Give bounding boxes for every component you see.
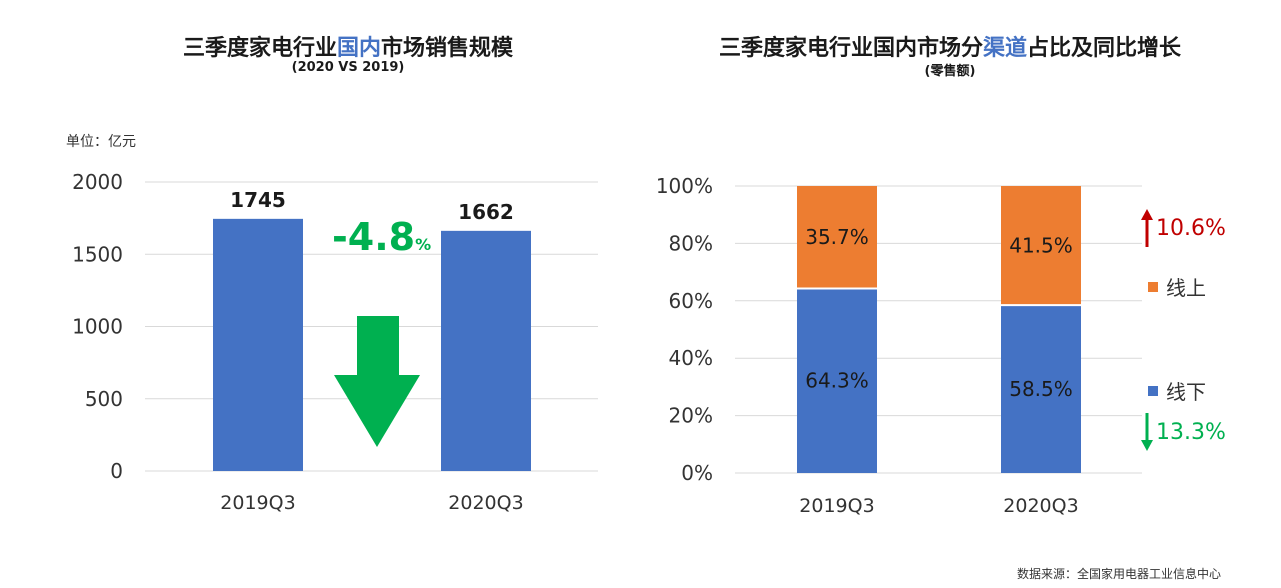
left-y-tick-label: 0 [110, 459, 123, 483]
offline-data-label: 64.3% [805, 369, 869, 393]
legend-swatch-offline [1148, 385, 1158, 396]
offline-bar [1001, 305, 1081, 473]
arrow-down-icon [1141, 413, 1153, 451]
left-chart-title: 三季度家电行业国内市场销售规模 [182, 36, 514, 61]
online-bar [1001, 186, 1081, 306]
offline-growth-value: 13.3% [1156, 419, 1226, 445]
left-unit-label: 单位：亿元 [66, 134, 136, 150]
right-y-tick-label: 60% [669, 289, 713, 313]
data-source: 数据来源：全国家用电器工业信息中心 [1016, 567, 1221, 581]
left-bar [441, 230, 531, 471]
left-y-tick-label: 1000 [72, 315, 123, 339]
legend-label-offline: 线下 [1166, 380, 1206, 404]
left-y-tick-label: 500 [85, 387, 123, 411]
legend-item-offline: 线下 [1148, 376, 1206, 405]
left-data-label: 1662 [458, 200, 514, 224]
change-unit: % [415, 235, 432, 254]
left-bar [213, 218, 303, 471]
legend-label-online: 线上 [1166, 276, 1206, 300]
legend-item-online: 线上 [1148, 272, 1206, 301]
right-y-tick-label: 20% [669, 404, 713, 428]
offline-bar [797, 288, 877, 473]
legend-swatch-online [1148, 281, 1158, 292]
arrow-up-icon [1141, 209, 1153, 247]
left-x-tick-label: 2020Q3 [448, 492, 523, 514]
online-data-label: 41.5% [1009, 234, 1073, 258]
change-value: -4.8 [332, 215, 416, 259]
left-data-label: 1745 [230, 188, 286, 212]
online-growth: 10.6% [1140, 208, 1226, 248]
left-chart-subtitle: (2020 VS 2019) [291, 60, 405, 75]
left-y-tick-label: 2000 [72, 170, 123, 194]
right-chart-subtitle: (零售额) [924, 64, 976, 79]
offline-data-label: 58.5% [1009, 377, 1073, 401]
offline-growth: 13.3% [1140, 412, 1226, 452]
left-x-tick-label: 2019Q3 [220, 492, 295, 514]
right-y-tick-label: 100% [656, 174, 713, 198]
change-label: -4.8% [332, 215, 431, 259]
down-arrow-icon [334, 316, 420, 447]
left-y-tick-label: 1500 [72, 242, 123, 266]
online-data-label: 35.7% [805, 225, 869, 249]
right-x-tick-label: 2019Q3 [799, 495, 874, 517]
right-x-tick-label: 2020Q3 [1003, 495, 1078, 517]
right-y-tick-label: 40% [669, 346, 713, 370]
online-growth-value: 10.6% [1156, 215, 1226, 241]
right-y-tick-label: 0% [681, 461, 713, 485]
right-chart-title: 三季度家电行业国内市场分渠道占比及同比增长 [718, 36, 1182, 61]
right-y-tick-label: 80% [669, 231, 713, 255]
online-bar [797, 186, 877, 289]
